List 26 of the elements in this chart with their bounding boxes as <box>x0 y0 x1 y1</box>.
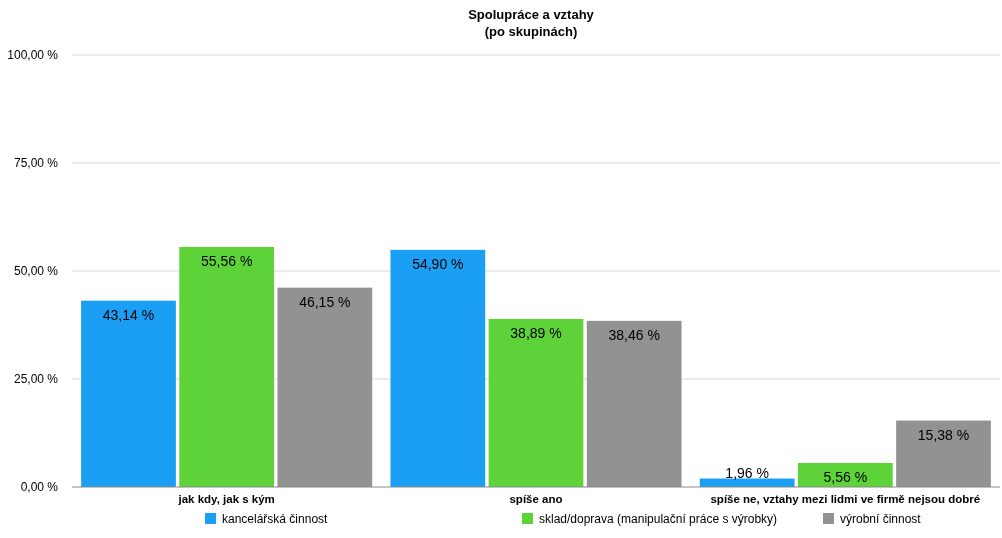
y-tick-label: 50,00 % <box>13 264 59 278</box>
data-label: 38,46 % <box>608 326 660 343</box>
legend-label: výrobní činnost <box>840 512 922 526</box>
data-label: 5,56 % <box>823 468 868 485</box>
x-tick-label: spíše ne, vztahy mezi lidmi ve firmě nejsou dobré <box>710 493 981 505</box>
data-label: 43,14 % <box>102 306 155 323</box>
data-label: 54,90 % <box>412 255 464 272</box>
x-tick-label: spíše ano <box>509 493 563 505</box>
data-label: 46,15 % <box>299 293 351 310</box>
data-label: 15,38 % <box>917 426 970 443</box>
bar <box>488 319 584 487</box>
legend-label: sklad/doprava (manipulační práce s výrobky) <box>539 512 778 526</box>
x-tick-label: jak kdy, jak s kým <box>177 493 275 505</box>
y-tick-label: 100,00 % <box>7 48 59 62</box>
y-tick-label: 75,00 % <box>13 156 59 170</box>
y-tick-label: 25,00 % <box>13 372 59 386</box>
data-label: 1,96 % <box>725 464 769 481</box>
chart-subtitle: (po skupinách) <box>484 24 578 39</box>
legend-label: kancelářská činnost <box>222 512 329 526</box>
y-tick-label: 0,00 % <box>20 480 59 494</box>
chart-title: Spolupráce a vztahy <box>468 7 595 22</box>
bar <box>81 300 176 487</box>
data-label: 55,56 % <box>200 252 253 269</box>
bar <box>179 246 275 487</box>
data-label: 38,89 % <box>510 325 562 341</box>
bar <box>390 249 486 487</box>
